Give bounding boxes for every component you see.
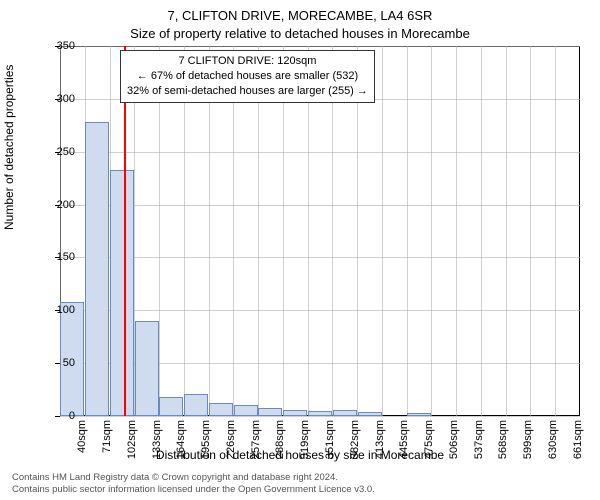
gridline-v [382,46,383,416]
gridline-h [60,257,580,258]
chart-title-sub: Size of property relative to detached ho… [0,26,600,41]
gridline-v [431,46,432,416]
gridline-v [407,46,408,416]
bar [159,397,183,416]
gridline-v [456,46,457,416]
ytick-label: 100 [35,304,75,316]
x-axis-label: Distribution of detached houses by size … [0,448,600,462]
plot-area: 40sqm71sqm102sqm133sqm164sqm195sqm226sqm… [60,46,580,416]
bar [333,410,357,416]
ytick-label: 0 [35,410,75,422]
bar [283,410,307,416]
gridline-h [60,46,580,47]
bar [407,413,431,416]
credits-line1: Contains HM Land Registry data © Crown c… [12,472,375,484]
gridline-h [60,416,580,417]
annotation-line: ← 67% of detached houses are smaller (53… [127,69,368,84]
bar [110,170,134,416]
ytick-label: 50 [35,357,75,369]
ytick-label: 200 [35,199,75,211]
bar [85,122,109,416]
credits-line2: Contains public sector information licen… [12,484,375,496]
gridline-v [506,46,507,416]
ytick-label: 300 [35,93,75,105]
ytick-label: 150 [35,251,75,263]
gridline-h [60,310,580,311]
gridline-v [555,46,556,416]
gridline-h [60,205,580,206]
annotation-box: 7 CLIFTON DRIVE: 120sqm← 67% of detached… [120,50,375,103]
annotation-line: 32% of semi-detached houses are larger (… [127,84,368,99]
bar [258,408,282,416]
bar [135,321,159,416]
gridline-v [530,46,531,416]
annotation-line: 7 CLIFTON DRIVE: 120sqm [127,54,368,69]
ytick-label: 350 [35,40,75,52]
gridline-v [481,46,482,416]
y-axis-label: Number of detached properties [2,65,16,230]
gridline-h [60,152,580,153]
bar [209,403,233,416]
chart-title-main: 7, CLIFTON DRIVE, MORECAMBE, LA4 6SR [0,8,600,23]
credits: Contains HM Land Registry data © Crown c… [12,472,375,496]
bar [358,412,382,416]
bar [308,411,332,416]
bar [184,394,208,416]
ytick-label: 250 [35,146,75,158]
bar [234,405,258,416]
